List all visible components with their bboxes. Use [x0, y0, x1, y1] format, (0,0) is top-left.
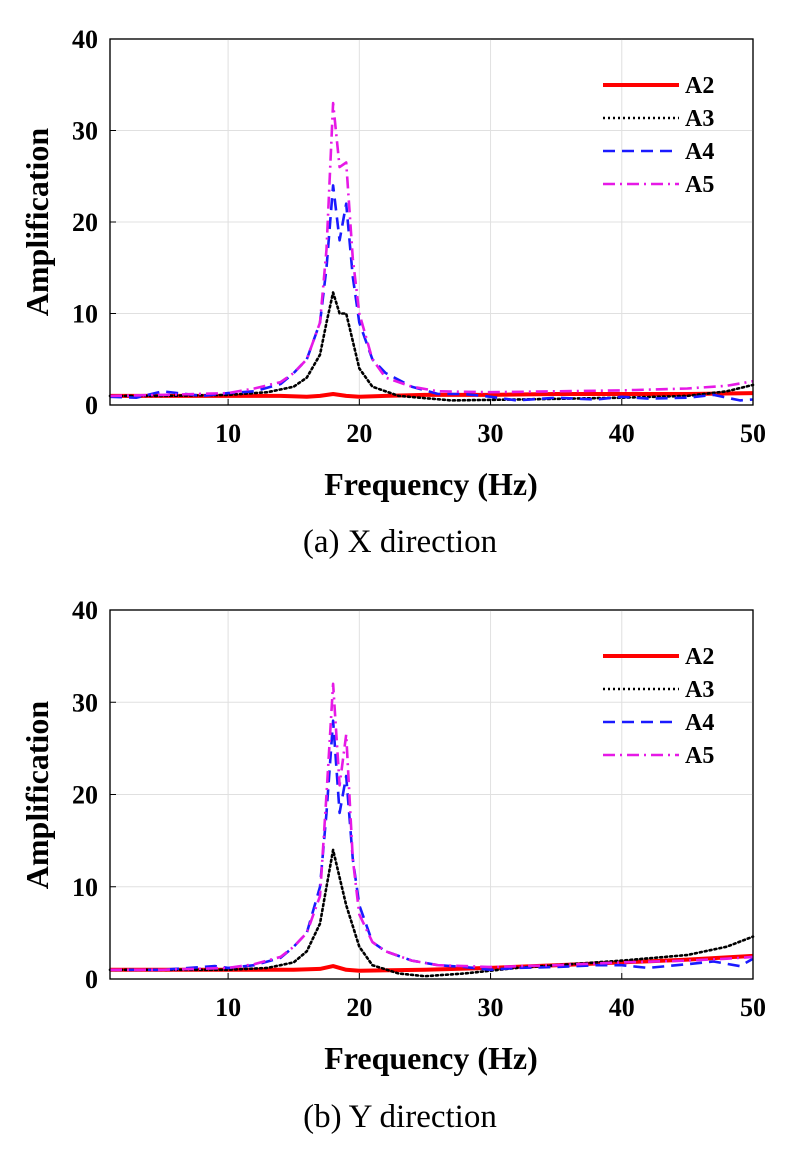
- series-line-a5: [109, 101, 754, 398]
- legend-label-a4: A4: [685, 710, 714, 736]
- legend-label-a4: A4: [685, 139, 714, 165]
- y-tick-label: 40: [72, 25, 98, 54]
- grid: [110, 39, 753, 405]
- y-tick-label: 20: [72, 208, 98, 237]
- y-tick-label: 0: [85, 965, 98, 994]
- y-tick-label: 40: [72, 596, 98, 625]
- y-axis-label: Amplification: [19, 701, 55, 890]
- legend-label-a2: A2: [685, 73, 714, 99]
- y-tick-label: 10: [72, 873, 98, 902]
- series-layer: [108, 609, 755, 980]
- panel-caption: (a) X direction: [303, 524, 497, 560]
- legend: A2 A3 A4 A5: [603, 644, 714, 769]
- legend-label-a2: A2: [685, 644, 714, 670]
- chart-svg-x: 10 20 30 40 50 0 10 20 30 40 A2 A3 A4 A5 Frequency (…: [19, 25, 766, 560]
- x-tick-label: 50: [740, 419, 766, 448]
- chart-svg-y: 10 20 30 40 50 0 10 20 30 40 A2 A3 A4 A5 Frequency (…: [19, 596, 766, 1135]
- legend-label-a3: A3: [685, 106, 714, 132]
- tick-labels: 10 20 30 40 50 0 10 20 30 40: [72, 25, 766, 448]
- y-tick-label: 0: [85, 391, 98, 420]
- legend-label-a5: A5: [685, 172, 714, 198]
- x-tick-label: 40: [609, 419, 635, 448]
- series-line-a4: [110, 719, 754, 972]
- x-tick-label: 10: [215, 993, 241, 1022]
- grid: [110, 610, 753, 979]
- series-line-a5: [110, 682, 754, 972]
- y-axis-label: Amplification: [19, 128, 55, 317]
- series-line-a2: [110, 391, 754, 399]
- x-tick-label: 10: [215, 419, 241, 448]
- y-tick-label: 30: [72, 688, 98, 717]
- chart-panel-y: 10 20 30 40 50 0 10 20 30 40 A2 A3 A4 A5 Frequency (…: [0, 573, 800, 1146]
- x-tick-label: 30: [478, 993, 504, 1022]
- panel-caption: (b) Y direction: [303, 1099, 497, 1135]
- y-tick-label: 30: [72, 117, 98, 146]
- legend-label-a3: A3: [685, 677, 714, 703]
- y-tick-label: 20: [72, 781, 98, 810]
- series-line-a4: [109, 184, 754, 402]
- series-layer: [108, 38, 755, 406]
- chart-panel-x: 10 20 30 40 50 0 10 20 30 40 A2 A3 A4 A5 Frequency (…: [0, 0, 800, 570]
- x-tick-label: 20: [346, 419, 372, 448]
- tick-labels: 10 20 30 40 50 0 10 20 30 40: [72, 596, 766, 1022]
- x-tick-label: 20: [346, 993, 372, 1022]
- x-axis-label: Frequency (Hz): [324, 1040, 538, 1076]
- y-tick-label: 10: [72, 300, 98, 329]
- x-axis-label: Frequency (Hz): [324, 466, 538, 502]
- legend-label-a5: A5: [685, 743, 714, 769]
- x-tick-label: 30: [478, 419, 504, 448]
- legend: A2 A3 A4 A5: [603, 73, 714, 198]
- x-tick-label: 50: [740, 993, 766, 1022]
- x-tick-label: 40: [609, 993, 635, 1022]
